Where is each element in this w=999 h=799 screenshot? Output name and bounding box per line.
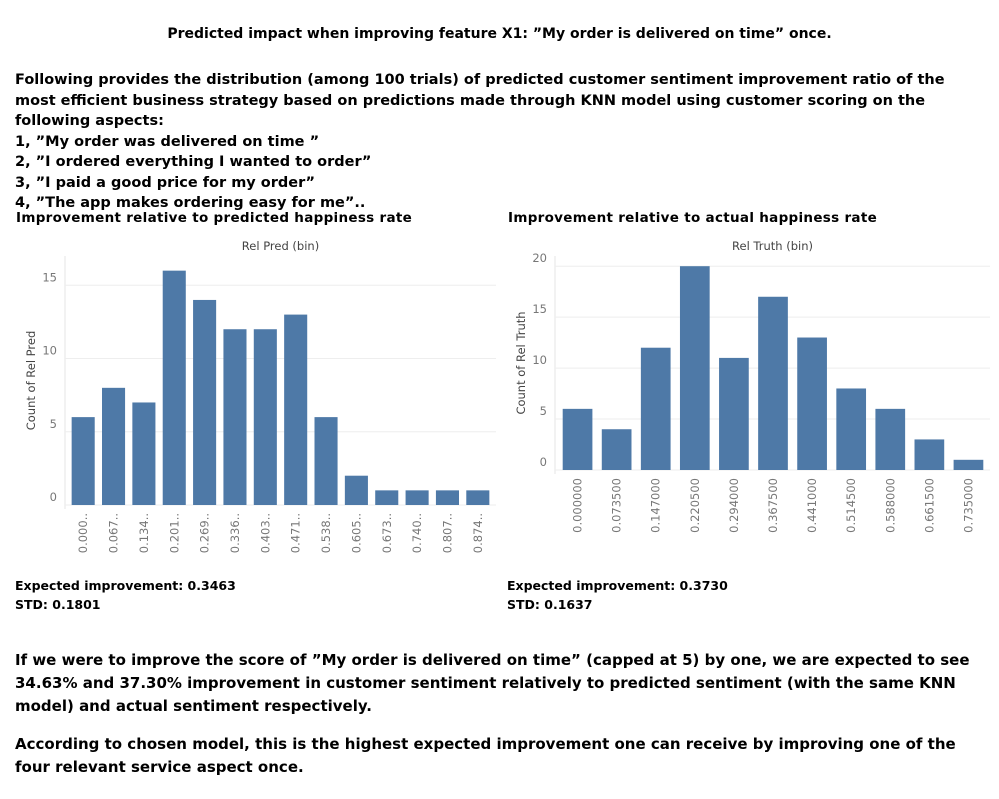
y-axis-title: Count of Rel Pred xyxy=(24,331,38,431)
x-tick-label: 0.403.. xyxy=(258,513,272,553)
bar xyxy=(253,329,277,505)
bar xyxy=(914,439,945,470)
x-axis-title: Rel Pred (bin) xyxy=(242,239,319,253)
bar xyxy=(640,347,671,470)
intro-text: Following provides the distribution (amo… xyxy=(15,72,945,129)
x-tick-label: 0.000000 xyxy=(571,478,585,533)
x-tick-label: 0.661500 xyxy=(922,478,936,533)
x-tick-label: 0.740.. xyxy=(410,513,424,553)
y-axis-title: Count of Rel Truth xyxy=(514,311,528,414)
x-tick-label: 0.147000 xyxy=(649,478,663,533)
conclusion: If we were to improve the score of ”My o… xyxy=(15,649,990,794)
x-tick-label: 0.673.. xyxy=(380,513,394,553)
std: STD: 0.1637 xyxy=(507,597,593,612)
x-tick-label: 0.269.. xyxy=(198,513,212,553)
bar xyxy=(193,299,217,505)
x-tick-label: 0.220500 xyxy=(688,478,702,533)
bar xyxy=(375,490,399,505)
intro-item: 3, ”I paid a good price for my order” xyxy=(15,174,316,191)
x-tick-label: 0.605.. xyxy=(349,513,363,553)
x-tick-label: 0.134.. xyxy=(137,513,151,553)
x-tick-label: 0.538.. xyxy=(319,513,333,553)
std: STD: 0.1801 xyxy=(15,597,101,612)
intro-item: 4, ”The app makes ordering easy for me”.… xyxy=(15,195,366,211)
y-tick-label: 20 xyxy=(532,251,547,265)
x-tick-label: 0.471.. xyxy=(289,513,303,553)
page-title: Predicted impact when improving feature … xyxy=(167,26,832,42)
conclusion-text: If we were to improve the score of ”My o… xyxy=(15,651,970,715)
intro: Following provides the distribution (amo… xyxy=(15,70,990,214)
bar xyxy=(719,357,749,470)
x-tick-label: 0.441000 xyxy=(805,478,819,533)
y-tick-label: 15 xyxy=(532,302,547,316)
x-tick-label: 0.073500 xyxy=(610,478,624,533)
conclusion-text: According to chosen model, this is the h… xyxy=(15,735,956,776)
bar xyxy=(162,270,186,505)
bar xyxy=(836,388,867,470)
intro-item: 2, ”I ordered everything I wanted to ord… xyxy=(15,154,372,170)
x-axis-title: Rel Truth (bin) xyxy=(732,239,813,253)
y-tick-label: 10 xyxy=(42,344,57,358)
x-tick-label: 0.067.. xyxy=(107,513,121,553)
x-tick-label: 0.201.. xyxy=(167,513,181,553)
bar xyxy=(314,417,338,505)
bar xyxy=(284,314,308,505)
bar xyxy=(223,329,247,505)
x-tick-label: 0.874.. xyxy=(471,513,485,553)
bar xyxy=(405,490,429,505)
expected-improvement: Expected improvement: 0.3463 xyxy=(15,578,236,593)
bar xyxy=(758,296,788,470)
summary: Expected improvement: 0.3463 STD: 0.1801 xyxy=(15,576,236,614)
bar xyxy=(797,337,827,470)
summary: Expected improvement: 0.3730 STD: 0.1637 xyxy=(507,576,728,614)
expected-improvement: Expected improvement: 0.3730 xyxy=(507,578,728,593)
x-tick-label: 0.514500 xyxy=(844,478,858,533)
bar xyxy=(875,408,906,470)
bar xyxy=(679,266,710,470)
bar xyxy=(71,417,95,505)
x-tick-label: 0.336.. xyxy=(228,513,242,553)
bar xyxy=(562,408,593,470)
x-tick-label: 0.367500 xyxy=(766,478,780,533)
chart-title: Improvement relative to actual happiness… xyxy=(508,210,878,226)
chart-title: Improvement relative to predicted happin… xyxy=(16,210,413,226)
bar xyxy=(601,429,632,470)
x-tick-label: 0.294000 xyxy=(727,478,741,533)
x-tick-label: 0.807.. xyxy=(440,513,454,553)
bar xyxy=(466,490,490,505)
x-tick-label: 0.000.. xyxy=(76,513,90,553)
bar xyxy=(953,459,984,470)
bar xyxy=(102,387,126,505)
bar xyxy=(132,402,156,505)
x-tick-label: 0.735000 xyxy=(961,478,975,533)
y-tick-label: 15 xyxy=(42,270,57,284)
bar xyxy=(344,475,368,505)
intro-item: 1, ”My order was delivered on time ” xyxy=(15,133,320,150)
y-tick-label: 0 xyxy=(540,455,547,469)
y-tick-label: 10 xyxy=(532,353,547,367)
x-tick-label: 0.588000 xyxy=(883,478,897,533)
y-tick-label: 5 xyxy=(50,417,57,431)
y-tick-label: 0 xyxy=(50,490,57,504)
bar xyxy=(435,490,459,505)
y-tick-label: 5 xyxy=(540,404,547,418)
